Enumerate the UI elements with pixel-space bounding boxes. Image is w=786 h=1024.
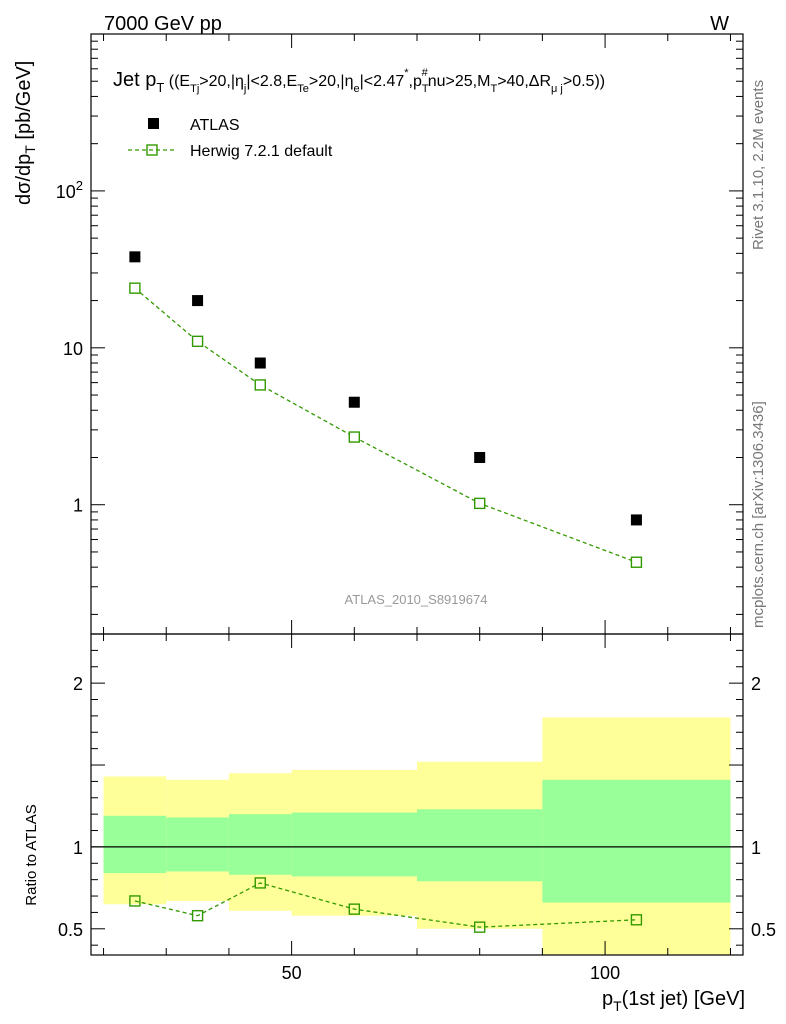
ratio-ytick-label-left: 1 [73, 838, 83, 858]
plot-title: Jet pT ((ETj>20,|ηj|<2.8,ETe>20,|ηe|<2.4… [113, 67, 605, 95]
herwig-ratio-point [630, 914, 643, 926]
main-ylabel: dσ/dpT [pb/GeV] [13, 61, 38, 205]
band-inner-4 [417, 809, 543, 882]
mcplots-label: mcplots.cern.ch [arXiv:1306.3436] [750, 401, 767, 628]
ratio-ytick-label-right: 2 [751, 674, 761, 694]
legend-herwig-label: Herwig 7.2.1 default [190, 143, 333, 160]
xtick-label: 100 [590, 963, 620, 983]
main-ytick-label: 102 [56, 178, 83, 202]
ratio-series [129, 877, 643, 933]
herwig-line [134, 287, 637, 563]
ratio-ylabel: Ratio to ATLAS [23, 804, 40, 905]
atlas-point [474, 451, 486, 463]
watermark-label: ATLAS_2010_S8919674 [345, 592, 488, 607]
band-inner-2 [228, 814, 292, 875]
atlas-point [192, 295, 204, 307]
herwig-point [348, 431, 361, 443]
xtick-label: 50 [282, 963, 302, 983]
legend-atlas-label: ATLAS [190, 117, 240, 134]
herwig-ratio-point [129, 895, 141, 907]
herwig-ratio-point [191, 909, 204, 922]
atlas-point [254, 357, 266, 369]
atlas-point [129, 251, 141, 263]
band-inner-3 [291, 812, 417, 877]
main-ytick-label: 10 [63, 339, 83, 359]
herwig-point [191, 335, 204, 348]
herwig-ratio-point [254, 877, 266, 889]
ratio-bands [103, 717, 731, 955]
legend-atlas-marker [148, 118, 159, 129]
band-inner-0 [103, 815, 167, 874]
herwig-point [630, 556, 643, 568]
ratio-ytick-label-left: 2 [73, 674, 83, 694]
herwig-point [473, 497, 486, 510]
herwig-ratio-point [473, 921, 486, 933]
ratio-ytick-label-right: 0.5 [751, 920, 776, 940]
band-inner-5 [542, 779, 731, 903]
herwig-point [254, 379, 266, 391]
atlas-point [348, 396, 360, 408]
band-inner-1 [166, 817, 229, 872]
ratio-axes: 0.5 0.5 1 1 2 2 50 100 [58, 633, 776, 983]
energy-label: 7000 GeV pp [104, 13, 222, 35]
herwig-ratio-point [348, 903, 361, 915]
ratio-ytick-label-left: 0.5 [58, 920, 83, 940]
main-series [129, 251, 643, 568]
ratio-ytick-label-right: 1 [751, 838, 761, 858]
rivet-label: Rivet 3.1.10, 2.2M events [750, 80, 767, 250]
main-ytick-label: 1 [73, 496, 83, 516]
process-label: W [710, 13, 729, 35]
herwig-ratio-line [134, 882, 637, 928]
legend-herwig-marker [146, 144, 158, 156]
atlas-point [630, 514, 642, 526]
x-axis-title: pT(1st jet) [GeV] [602, 988, 745, 1014]
herwig-point [129, 282, 141, 294]
